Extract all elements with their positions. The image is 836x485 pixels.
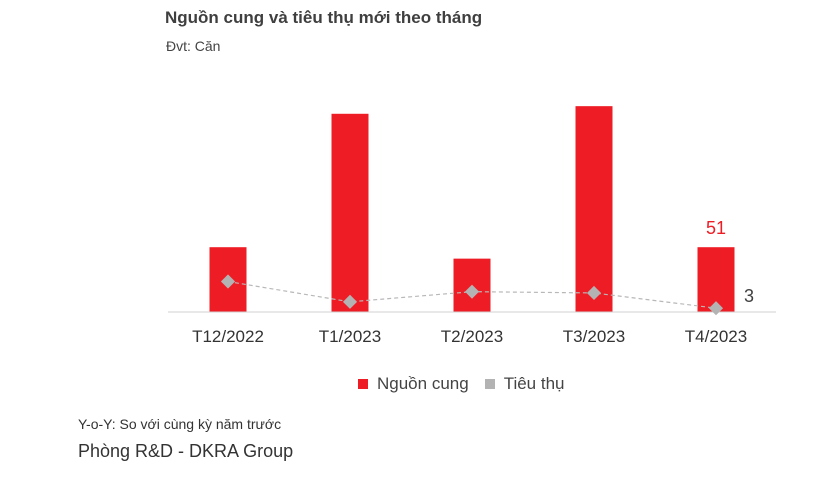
marker-tieu-thu-1 [342,294,358,309]
unit-label: Đvt: Căn [166,38,221,54]
bar-nguon-cung-1 [331,113,369,312]
legend-swatch-nguon-cung [358,379,368,389]
marker-tieu-thu-3 [586,285,602,301]
chart-title: Nguồn cung và tiêu thụ mới theo tháng [165,8,483,27]
data-label-tieu-thu-4: 3 [744,286,754,306]
x-tick-label-1: T1/2023 [319,327,381,346]
legend-item-tieu-thu: Tiêu thụ [484,374,565,394]
bar-nguon-cung-3 [575,106,613,312]
chart-plot: T12/2022 T1/2023 T2/2023 T3/2023 T4/2023 51 3 [168,106,776,346]
x-tick-label-4: T4/2023 [685,327,747,346]
yoy-note: Y-o-Y: So với cùng kỳ năm trước [78,416,282,432]
marker-tieu-thu-4 [708,301,724,316]
marker-tieu-thu-0 [220,274,236,289]
source-label: Phòng R&D - DKRA Group [78,441,294,461]
x-tick-label-2: T2/2023 [441,327,503,346]
legend-label-tieu-thu: Tiêu thụ [503,374,565,393]
marker-tieu-thu-2 [464,284,480,299]
legend-item-nguon-cung: Nguồn cung [358,374,469,394]
x-tick-label-0: T12/2022 [192,327,264,346]
x-tick-label-3: T3/2023 [563,327,625,346]
legend: Nguồn cung Tiêu thụ [358,374,580,394]
legend-swatch-tieu-thu [484,379,495,389]
data-label-nguon-cung-4: 51 [706,218,726,238]
legend-label-nguon-cung: Nguồn cung [377,374,469,393]
